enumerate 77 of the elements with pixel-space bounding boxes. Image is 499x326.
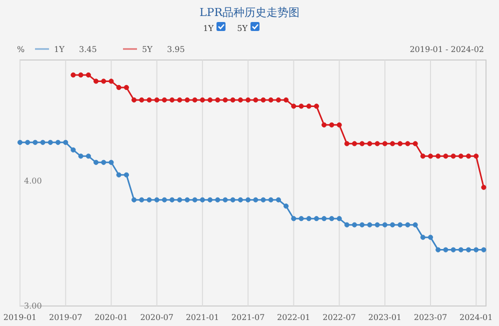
point <box>200 97 205 103</box>
point <box>336 122 342 128</box>
point <box>298 104 304 109</box>
y-tick-label: 3.00 <box>24 302 42 310</box>
point <box>124 84 129 90</box>
point <box>450 154 456 159</box>
point <box>474 154 479 159</box>
point <box>352 141 358 146</box>
point <box>139 97 144 103</box>
point <box>412 141 418 146</box>
point <box>192 97 198 103</box>
point <box>108 78 114 84</box>
x-tick-label: 2021-01 <box>186 313 220 322</box>
point <box>86 72 91 78</box>
point <box>101 78 106 84</box>
point <box>154 97 160 103</box>
point <box>382 141 388 146</box>
point <box>322 122 327 128</box>
point <box>260 97 266 103</box>
point <box>291 104 296 109</box>
point <box>428 154 434 159</box>
x-tick-label: 2019-01 <box>3 313 37 322</box>
point <box>184 97 190 103</box>
x-tick-label: 2019-07 <box>48 313 82 322</box>
point <box>466 154 472 159</box>
text: 1Y <box>203 24 214 33</box>
point <box>367 141 372 146</box>
point <box>222 97 228 103</box>
point <box>420 154 426 159</box>
text: 3.45 <box>79 45 97 54</box>
point <box>268 97 274 103</box>
point <box>360 141 365 146</box>
x-tick-label: 2021-07 <box>231 313 265 322</box>
point <box>162 97 167 103</box>
point <box>390 141 396 146</box>
x-tick-label: 2020-07 <box>140 313 174 322</box>
x-tick-label: 2024-01 <box>459 313 493 322</box>
point <box>177 97 182 103</box>
point <box>238 97 244 103</box>
x-tick-label: 2020-01 <box>94 313 128 322</box>
legend-label: 5Y <box>142 45 154 54</box>
legend-label: 1Y <box>54 45 66 54</box>
point <box>215 97 220 103</box>
y-tick-label: 4.00 <box>24 176 42 186</box>
point <box>398 141 403 146</box>
point <box>246 97 251 103</box>
x-tick-label: 2022-01 <box>277 313 310 322</box>
point <box>146 97 152 103</box>
point <box>70 72 76 78</box>
point <box>314 104 320 109</box>
x-tick-label: 2023-01 <box>368 313 402 322</box>
point <box>344 141 350 146</box>
text: 2019-01 - 2024-02 <box>410 45 484 54</box>
point <box>230 97 236 103</box>
text: 3.95 <box>167 45 185 54</box>
y-axis-title: % <box>17 45 25 54</box>
point <box>284 97 289 103</box>
point <box>208 97 213 103</box>
chart-title: LPR品种历史走势图 <box>200 6 300 19</box>
point <box>374 141 380 146</box>
point <box>253 97 258 103</box>
point <box>436 154 441 159</box>
point <box>276 97 282 103</box>
point <box>131 97 137 103</box>
point <box>329 122 334 128</box>
point <box>405 141 410 146</box>
text: 5Y <box>237 24 248 33</box>
point <box>481 184 486 190</box>
point <box>306 104 312 109</box>
point <box>93 78 99 84</box>
point <box>458 154 464 159</box>
point <box>78 72 84 78</box>
point <box>116 84 122 90</box>
x-tick-label: 2023-07 <box>414 313 448 322</box>
x-tick-label: 2022-07 <box>322 313 356 322</box>
point <box>169 97 175 103</box>
point <box>443 154 448 159</box>
